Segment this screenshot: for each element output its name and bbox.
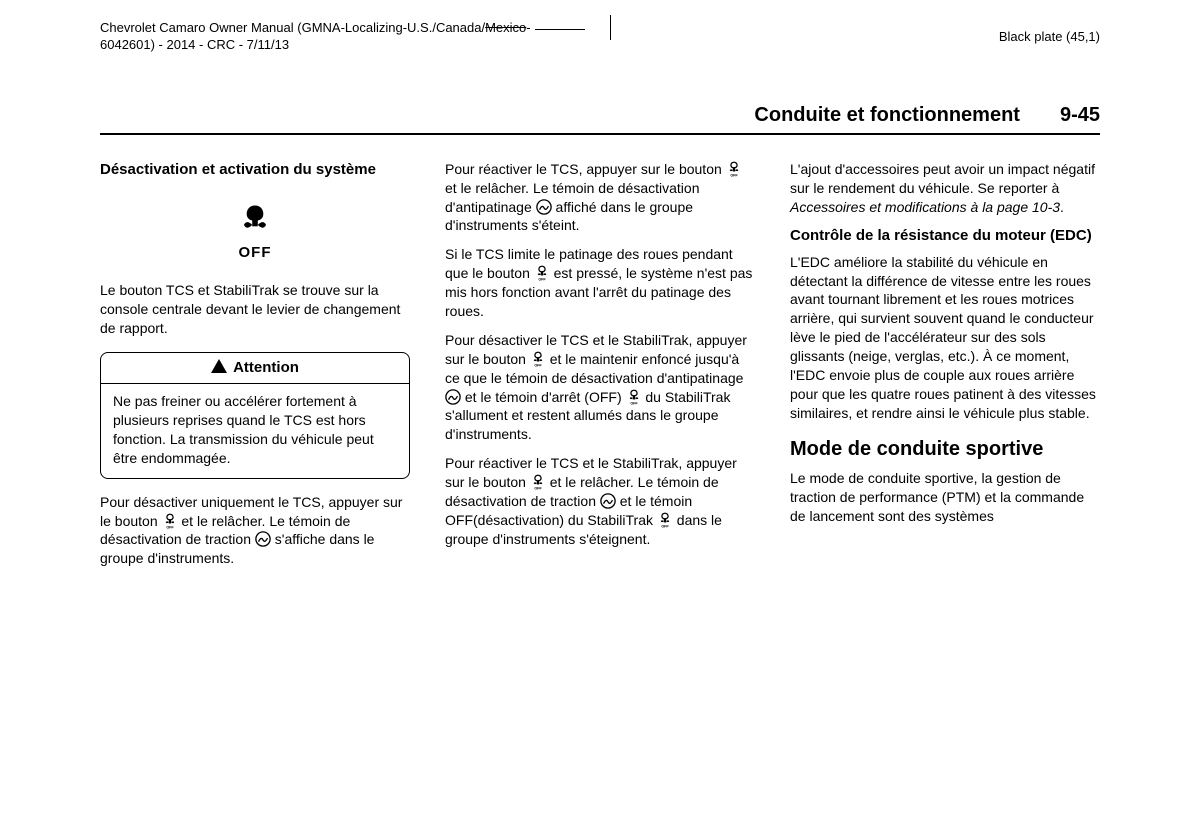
- crop-mark-v: [610, 15, 611, 40]
- cross-ref: Accessoires et modifications à la page 1…: [790, 199, 1060, 215]
- traction-inline-icon: [536, 198, 552, 216]
- warning-triangle-icon: [211, 359, 227, 373]
- tcs-off-inline-icon: [530, 473, 546, 491]
- sport-mode-heading: Mode de conduite sportive: [790, 437, 1100, 461]
- col1-p2: Pour désactiver uniquement le TCS, appuy…: [100, 493, 410, 569]
- col2-p2: Si le TCS limite le patinage des roues p…: [445, 245, 755, 321]
- column-1: Désactivation et activation du système O…: [100, 160, 410, 578]
- tcs-off-inline-icon: [657, 511, 673, 529]
- tcs-off-inline-icon: [530, 350, 546, 368]
- section-title: Conduite et fonctionnement: [754, 104, 1020, 127]
- doc-strike: Mexico: [485, 20, 526, 35]
- traction-inline-icon: [445, 388, 461, 406]
- crop-mark-h: [535, 29, 585, 30]
- tcs-off-icon: [237, 200, 273, 236]
- col2-p3: Pour désactiver le TCS et le StabiliTrak…: [445, 331, 755, 444]
- attention-callout: Attention Ne pas freiner ou accélérer fo…: [100, 352, 410, 479]
- tcs-off-inline-icon: [626, 388, 642, 406]
- traction-inline-icon: [600, 492, 616, 510]
- doc-line2: 6042601) - 2014 - CRC - 7/11/13: [100, 37, 585, 54]
- col1-heading: Désactivation et activation du système: [100, 160, 410, 180]
- page-number: 9-45: [1060, 104, 1100, 127]
- col3-p3: Le mode de conduite sportive, la gestion…: [790, 469, 1100, 526]
- tcs-off-inline-icon: [162, 512, 178, 530]
- tcs-off-inline-icon: [534, 264, 550, 282]
- col3-p1: L'ajout d'accessoires peut avoir un impa…: [790, 160, 1100, 217]
- section-header: Conduite et fonctionnement 9-45: [100, 104, 1100, 135]
- doc-line1: Chevrolet Camaro Owner Manual (GMNA-Loca…: [100, 20, 485, 35]
- column-3: L'ajout d'accessoires peut avoir un impa…: [790, 160, 1100, 578]
- traction-inline-icon: [255, 530, 271, 548]
- callout-heading: Attention: [101, 353, 409, 384]
- callout-body: Ne pas freiner ou accélérer fortement à …: [101, 384, 409, 478]
- col1-p1: Le bouton TCS et StabiliTrak se trouve s…: [100, 281, 410, 338]
- edc-heading: Contrôle de la résistance du moteur (EDC…: [790, 226, 1100, 246]
- tcs-off-icon-block: OFF: [100, 200, 410, 263]
- plate-label: Black plate (45,1): [999, 29, 1100, 44]
- print-header: Chevrolet Camaro Owner Manual (GMNA-Loca…: [100, 20, 1100, 54]
- col3-p2: L'EDC améliore la stabilité du véhicule …: [790, 253, 1100, 423]
- column-2: Pour réactiver le TCS, appuyer sur le bo…: [445, 160, 755, 578]
- tcs-off-inline-icon: [726, 160, 742, 178]
- col2-p4: Pour réactiver le TCS et le StabiliTrak,…: [445, 454, 755, 548]
- off-label: OFF: [100, 243, 410, 263]
- content-columns: Désactivation et activation du système O…: [100, 160, 1100, 578]
- col2-p1: Pour réactiver le TCS, appuyer sur le bo…: [445, 160, 755, 236]
- doc-id: Chevrolet Camaro Owner Manual (GMNA-Loca…: [100, 20, 585, 54]
